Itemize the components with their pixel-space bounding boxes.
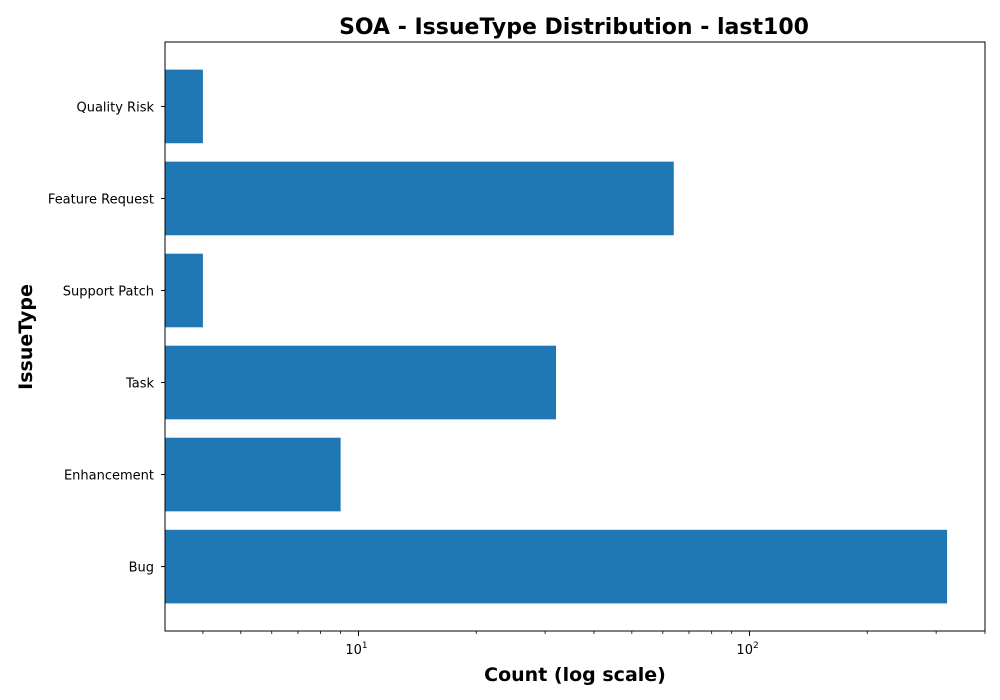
chart-title: SOA - IssueType Distribution - last100: [339, 15, 809, 40]
y-tick-label: Support Patch: [63, 284, 154, 299]
plot-frame: [164, 41, 986, 632]
x-axis-label: Count (log scale): [484, 664, 666, 686]
bar-task: [165, 345, 557, 420]
bar-support-patch: [165, 253, 203, 328]
bar-bug: [165, 529, 948, 604]
x-tick-label: 102: [736, 641, 758, 658]
bar-feature-request: [165, 161, 674, 236]
y-tick-label: Quality Risk: [76, 100, 154, 115]
bar-enhancement: [165, 437, 341, 512]
plot-area: Bug Enhancement Task Support Patch Feature R…: [48, 69, 986, 658]
x-tick-label: 101: [345, 641, 367, 658]
y-axis-label: IssueType: [15, 284, 37, 390]
y-tick-label: Bug: [129, 561, 154, 576]
bar-quality-risk: [165, 69, 203, 144]
y-tick-label: Enhancement: [64, 469, 154, 484]
y-tick-label: Feature Request: [48, 192, 154, 207]
y-tick-label: Task: [125, 377, 155, 392]
